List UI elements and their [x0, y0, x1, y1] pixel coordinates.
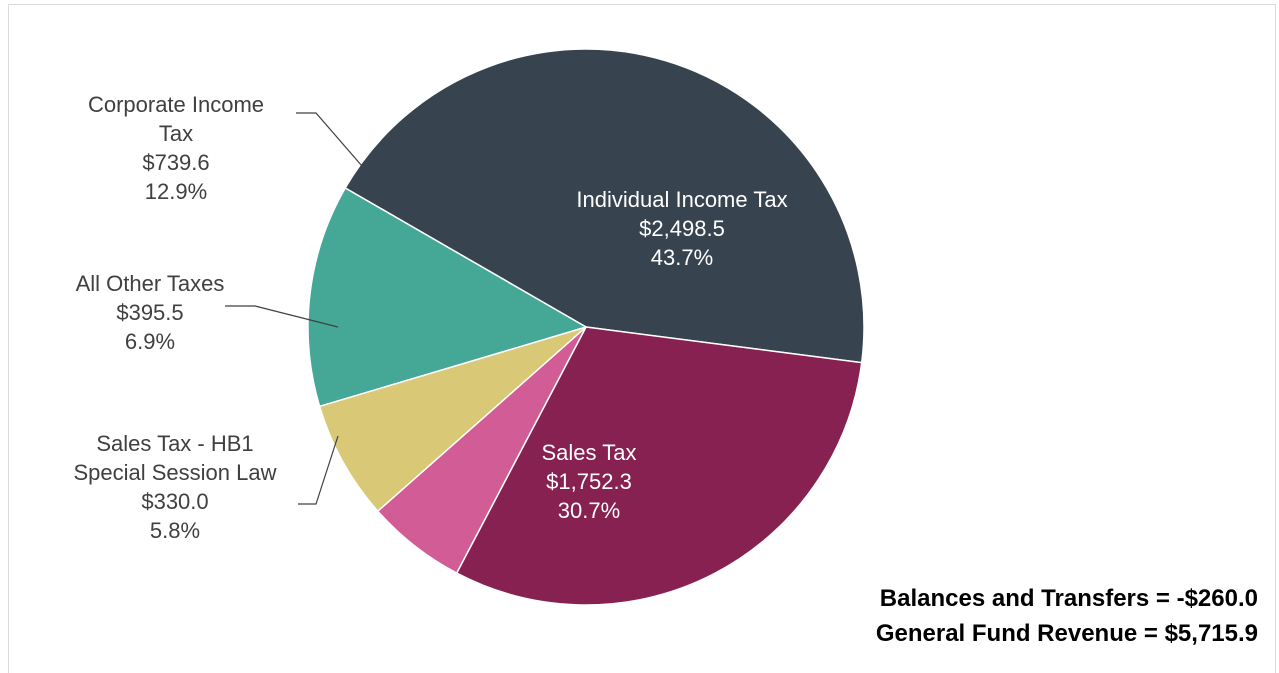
leader-line-sales-tax-hb1-special-session-law [298, 435, 339, 505]
chart-frame [8, 4, 1276, 673]
pie-slice-individual-income-tax [344, 48, 865, 364]
pie-slice-all-other-taxes [318, 326, 587, 513]
data-label-all-other-taxes: All Other Taxes $395.5 6.9% [76, 271, 225, 354]
balances-transfers-note: Balances and Transfers = -$260.0 [879, 585, 1258, 612]
data-label-individual-income-tax: Individual Income Tax $2,498.5 43.7% [576, 187, 787, 270]
data-label-sales-tax-hb1-special-session-law: Sales Tax - HB1 Special Session Law $330.0… [73, 431, 276, 543]
data-label-sales-tax: Sales Tax $1,752.3 30.7% [542, 440, 637, 523]
pie-slice-corporate-income-tax [307, 186, 588, 408]
data-label-corporate-income-tax: Corporate Income Tax $739.6 12.9% [88, 92, 264, 204]
pie-slice-sales-tax [455, 326, 863, 606]
general-fund-revenue-note: General Fund Revenue = $5,715.9 [875, 620, 1258, 647]
leader-line-all-other-taxes [225, 305, 339, 328]
leader-line-corporate-income-tax [296, 112, 363, 167]
